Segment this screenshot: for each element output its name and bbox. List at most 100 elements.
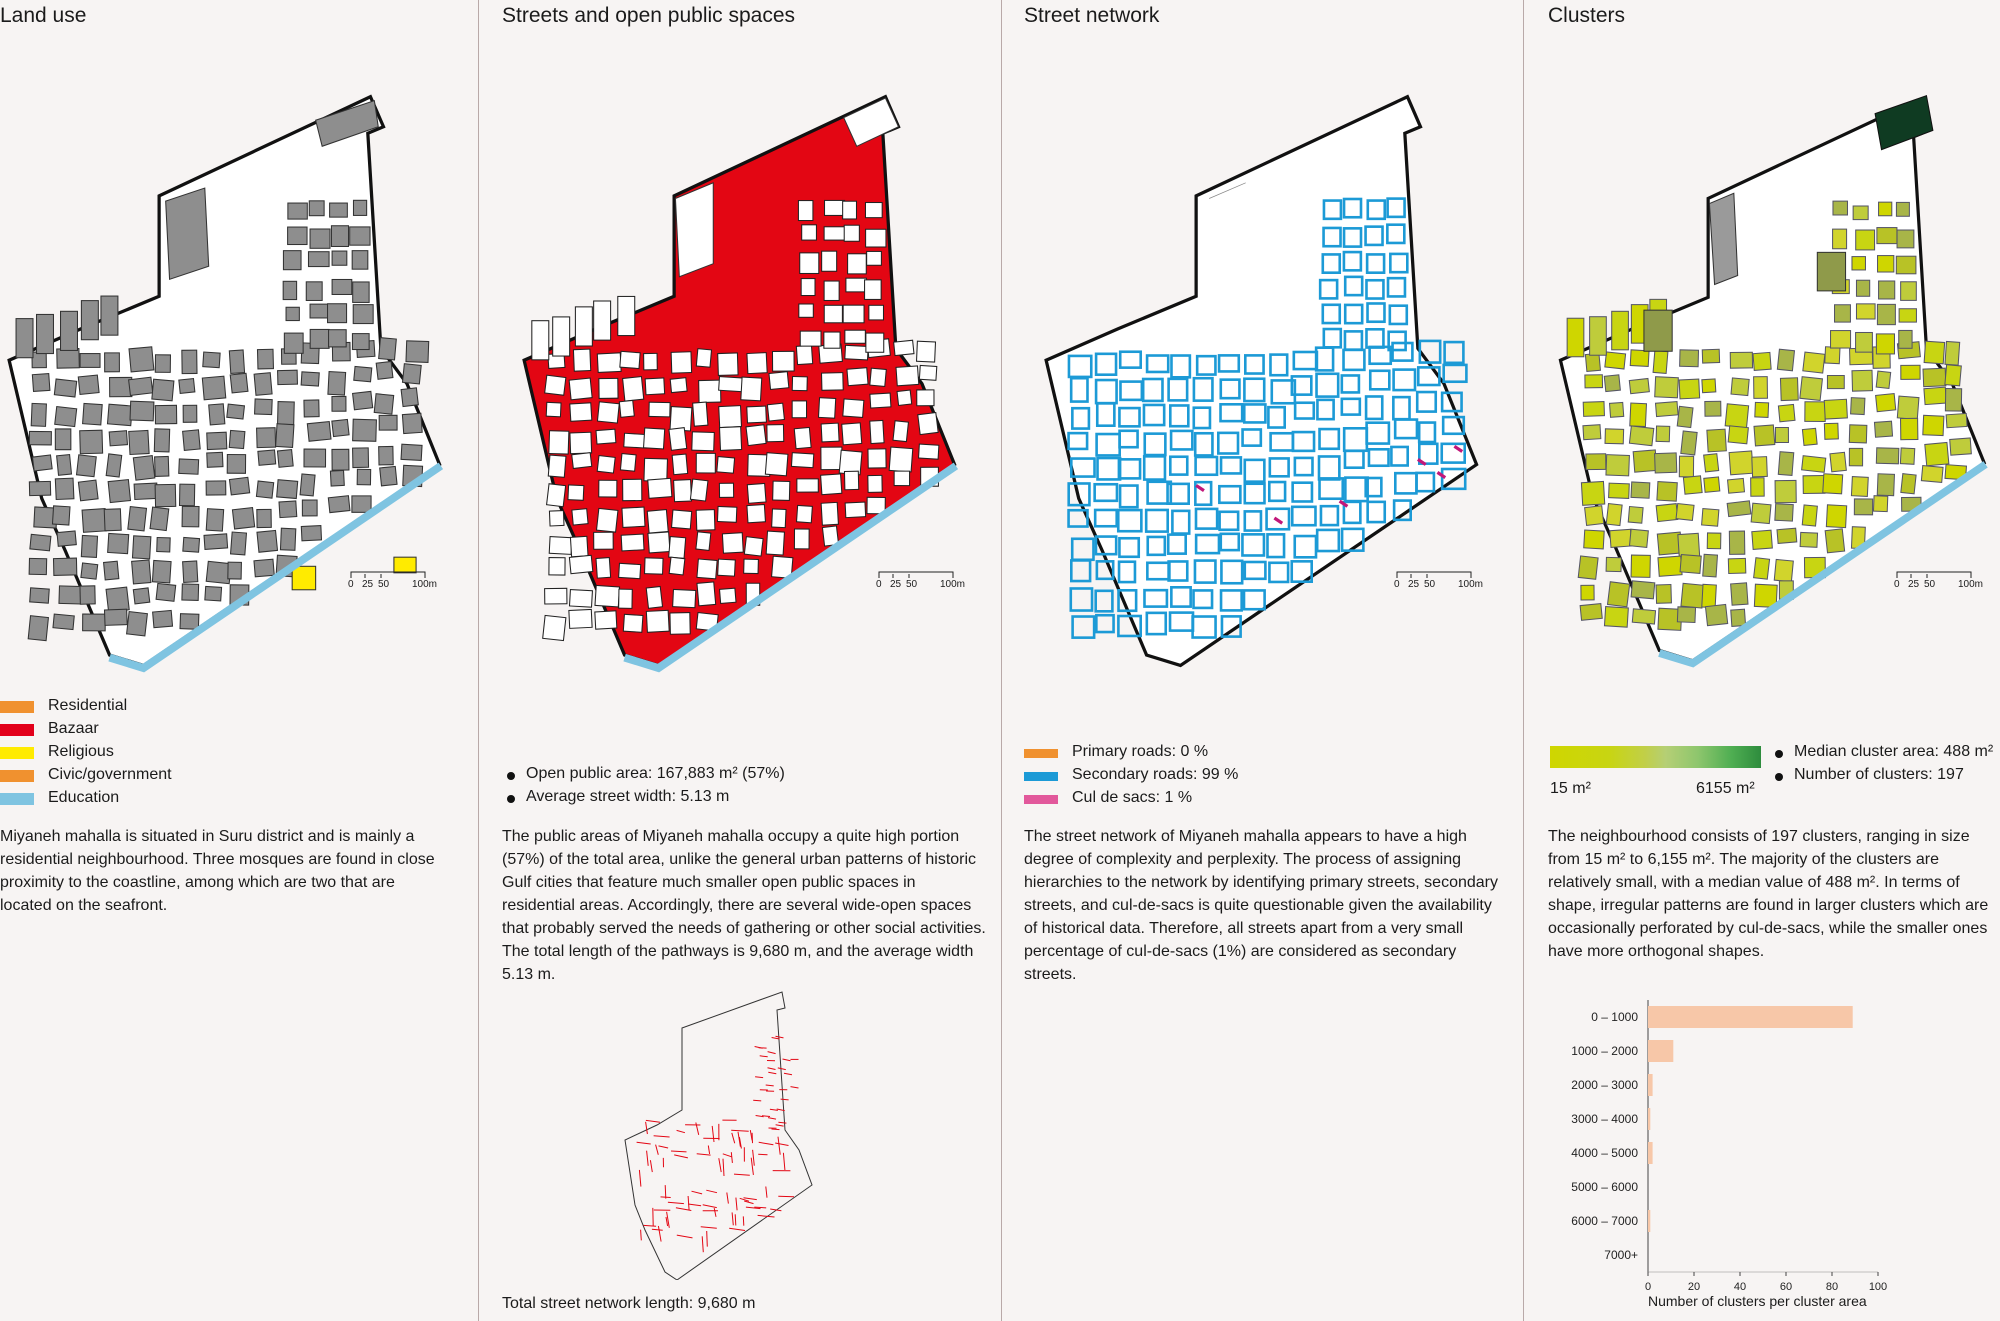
building-block <box>866 496 886 515</box>
building-block <box>1751 456 1768 478</box>
clusters-panel: Clusters 0 25 50 100m 15 m² 6155 m² Medi… <box>1548 0 2000 1321</box>
building-block <box>865 228 887 248</box>
bullet-dot <box>1775 750 1783 758</box>
building-block <box>104 352 120 373</box>
building-block <box>79 585 96 605</box>
coastline <box>623 462 959 673</box>
network-length-caption: Total street network length: 9,680 m <box>502 1295 756 1312</box>
street-network-description: The street network of Miyaneh mahalla ap… <box>1024 828 1498 983</box>
building-block <box>866 250 882 266</box>
street-line <box>640 1229 642 1241</box>
building-block <box>282 250 302 271</box>
building-block <box>867 448 887 469</box>
building-block <box>31 454 53 472</box>
building-block <box>1753 424 1776 447</box>
building-block <box>1584 505 1605 526</box>
cluster-block <box>1643 309 1673 352</box>
secondary-street-segment <box>1220 559 1244 585</box>
secondary-street-segment <box>1243 482 1266 505</box>
building-block <box>691 431 715 452</box>
street-line <box>753 1099 762 1102</box>
street-line <box>770 1208 782 1212</box>
building-block <box>1606 581 1631 608</box>
street-line <box>777 1136 781 1155</box>
building-block <box>228 476 251 496</box>
building-block <box>331 395 347 412</box>
building-block <box>598 377 619 399</box>
street-line <box>767 1067 776 1070</box>
scale-label: 50 <box>1424 579 1436 590</box>
building-block <box>52 613 75 631</box>
building-block <box>823 280 840 302</box>
building-block <box>643 352 658 371</box>
building-block <box>60 310 79 351</box>
scale-label: 100m <box>1958 579 1984 590</box>
building-block <box>617 295 636 337</box>
secondary-street-segment <box>1146 480 1173 505</box>
building-block <box>790 452 815 469</box>
building-block <box>845 277 867 293</box>
secondary-street-segment <box>1368 369 1391 391</box>
building-block <box>746 482 767 504</box>
street-line <box>674 1154 689 1159</box>
building-block <box>618 588 633 609</box>
building-block <box>1801 455 1827 473</box>
bullet-dot <box>1775 773 1783 781</box>
category-label: 0 – 1000 <box>1591 1010 1638 1024</box>
building-block <box>670 509 693 530</box>
cluster-stats: Median cluster area: 488 m² Number of cl… <box>1770 743 1993 789</box>
building-block <box>36 313 54 355</box>
building-block <box>892 420 910 443</box>
street-line <box>754 1206 767 1209</box>
secondary-street-segment <box>1315 528 1341 553</box>
secondary-street-segment <box>1389 252 1409 274</box>
coastline <box>1658 461 1988 668</box>
building-block <box>257 449 277 466</box>
building-block <box>1632 449 1658 473</box>
building-block <box>107 532 130 555</box>
building-block <box>867 474 883 493</box>
building-block <box>226 403 246 420</box>
building-block <box>178 458 200 475</box>
street-line <box>745 1206 761 1210</box>
building-block <box>844 501 867 519</box>
secondary-street-segment <box>1316 398 1335 421</box>
secondary-street-segment <box>1217 354 1241 373</box>
building-block <box>1802 474 1826 495</box>
secondary-street-segment <box>1291 430 1316 453</box>
secondary-street-segment <box>1365 253 1386 275</box>
building-block <box>1822 473 1844 495</box>
building-block <box>151 378 175 402</box>
street-line <box>743 1197 757 1201</box>
building-block <box>1629 349 1650 367</box>
building-block <box>542 614 567 642</box>
building-block <box>300 525 323 542</box>
building-block <box>149 506 170 532</box>
street-line <box>752 1149 755 1166</box>
building-block <box>644 557 664 575</box>
building-block <box>568 588 593 608</box>
building-block <box>154 404 178 425</box>
building-block <box>1678 455 1695 478</box>
building-block <box>255 480 275 499</box>
street-line <box>780 1098 789 1101</box>
building-block <box>1701 378 1717 394</box>
street-line <box>771 1037 780 1040</box>
parcel-outline <box>1209 182 1246 199</box>
street-line <box>645 1121 648 1135</box>
secondary-street-segment <box>1141 377 1164 403</box>
secondary-street-segment <box>1143 588 1169 608</box>
building-block <box>1776 527 1798 544</box>
building-block <box>133 482 159 501</box>
building-block <box>824 199 846 216</box>
building-block <box>1608 482 1630 499</box>
secondary-street-segment <box>1166 482 1190 505</box>
street-line <box>759 1055 768 1058</box>
building-block <box>864 201 883 219</box>
building-block <box>206 431 228 451</box>
bar <box>1648 1210 1651 1232</box>
building-block <box>102 560 120 581</box>
building-block <box>152 609 174 629</box>
street-line <box>651 1228 663 1231</box>
street-line <box>646 1150 649 1166</box>
